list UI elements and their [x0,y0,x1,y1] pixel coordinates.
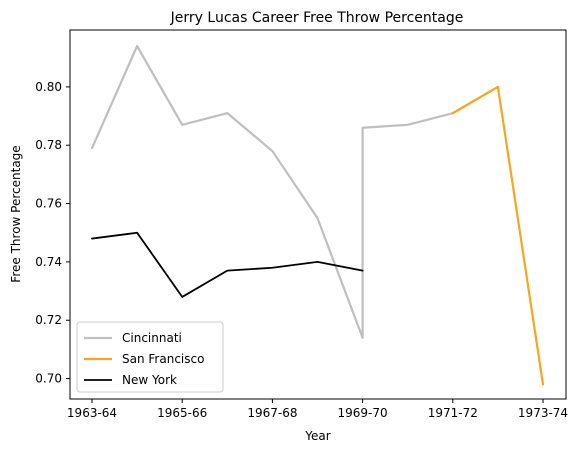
legend-label: New York [122,373,177,387]
legend-label: San Francisco [122,352,204,366]
x-tick-label: 1963-64 [67,406,117,420]
x-tick-label: 1969-70 [338,406,388,420]
x-tick-label: 1973-74 [518,406,568,420]
y-tick-label: 0.70 [35,372,62,386]
y-tick-label: 0.72 [35,313,62,327]
y-tick-label: 0.74 [35,255,62,269]
y-tick-label: 0.78 [35,138,62,152]
x-axis: 1963-64 1965-66 1967-68 1969-70 1971-72 1973-… [67,399,568,420]
series-line-cincinnati [92,46,453,338]
series-line-san-francisco [453,87,543,385]
legend-label: Cincinnati [122,331,182,345]
y-axis: 0.70 0.72 0.74 0.76 0.78 0.80 [35,80,70,386]
y-axis-label: Free Throw Percentage [9,145,23,282]
y-tick-label: 0.80 [35,80,62,94]
series-line-new-york [92,233,363,297]
x-tick-label: 1971-72 [428,406,478,420]
x-tick-label: 1965-66 [157,406,207,420]
y-tick-label: 0.76 [35,197,62,211]
x-tick-label: 1967-68 [247,406,297,420]
x-axis-label: Year [304,429,330,443]
legend: Cincinnati San Francisco New York [77,322,223,392]
chart-title: Jerry Lucas Career Free Throw Percentage [170,10,464,26]
